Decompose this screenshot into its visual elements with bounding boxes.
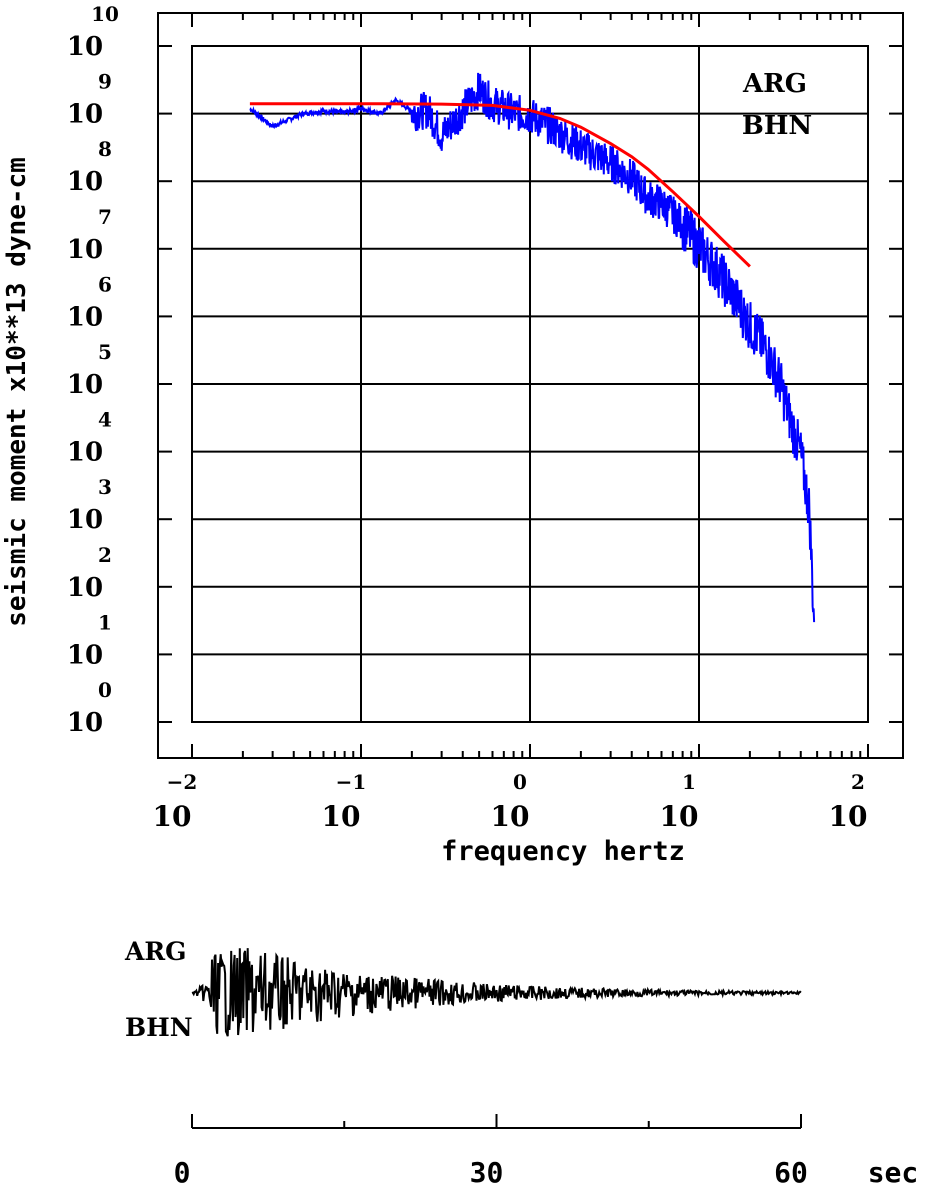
x-tick-base: 10 xyxy=(829,800,868,833)
y-tick-base: 10 xyxy=(67,438,103,468)
model-series-line xyxy=(249,102,751,268)
x-tick-exponent: 1 xyxy=(682,770,696,794)
y-tick-exponent: 2 xyxy=(98,543,112,567)
y-tick-labels: 10 0 10 1 10 2 10 3 10 4 10 5 10 6 10 7 10 8 10 9 10 10 xyxy=(67,2,119,738)
y-tick-exponent: 6 xyxy=(98,272,112,296)
x-tick-exponent: 2 xyxy=(851,770,865,794)
minor-ticks xyxy=(158,13,903,758)
time-tick-label: 30 xyxy=(470,1156,504,1184)
y-tick-exponent: 3 xyxy=(98,475,112,499)
x-tick-labels: 10 −2 10 −1 10 0 10 1 10 2 xyxy=(153,770,868,833)
y-tick-exponent: 10 xyxy=(91,2,119,26)
y-tick-base: 10 xyxy=(67,573,103,603)
x-tick-exponent: −2 xyxy=(167,770,198,794)
time-axis: 0 30 60 xyxy=(174,1114,808,1184)
y-tick-base: 10 xyxy=(67,505,103,535)
y-tick-exponent: 5 xyxy=(98,340,112,364)
y-tick-exponent: 7 xyxy=(98,205,112,229)
x-axis-title: frequency hertz xyxy=(441,836,685,867)
time-tick-label: 60 xyxy=(774,1156,808,1184)
x-tick-base: 10 xyxy=(660,800,699,833)
observed-series-line xyxy=(249,72,816,623)
x-tick-exponent: −1 xyxy=(336,770,367,794)
y-tick-base: 10 xyxy=(67,302,103,332)
y-tick-exponent: 4 xyxy=(98,408,112,432)
y-tick-base: 10 xyxy=(67,32,103,62)
series-layer xyxy=(249,72,816,623)
y-tick-base: 10 xyxy=(67,640,103,670)
waveform-channel-label: BHN xyxy=(125,1013,193,1042)
waveform-panel: ARG BHN 0 30 60 sec xyxy=(124,937,918,1184)
y-tick-exponent: 9 xyxy=(98,70,112,94)
y-tick-base: 10 xyxy=(67,100,103,130)
x-tick-base: 10 xyxy=(491,800,530,833)
x-tick-base: 10 xyxy=(153,800,192,833)
x-tick-exponent: 0 xyxy=(513,770,527,794)
y-tick-exponent: 1 xyxy=(98,610,112,634)
y-tick-base: 10 xyxy=(67,370,103,400)
y-axis-title: seismic moment x10**13 dyne-cm xyxy=(2,157,32,627)
y-tick-exponent: 0 xyxy=(98,678,112,702)
y-tick-base: 10 xyxy=(67,167,103,197)
grid-lines xyxy=(192,46,868,722)
waveform-station-label: ARG xyxy=(124,937,187,966)
channel-label: BHN xyxy=(742,111,812,141)
x-tick-base: 10 xyxy=(322,800,361,833)
y-tick-exponent: 8 xyxy=(98,137,112,161)
time-unit-label: sec xyxy=(868,1156,919,1184)
y-tick-base: 10 xyxy=(67,708,103,738)
station-label: ARG xyxy=(742,69,807,99)
seismogram-trace xyxy=(191,948,802,1037)
time-tick-label: 0 xyxy=(174,1156,191,1184)
y-tick-base: 10 xyxy=(67,235,103,265)
